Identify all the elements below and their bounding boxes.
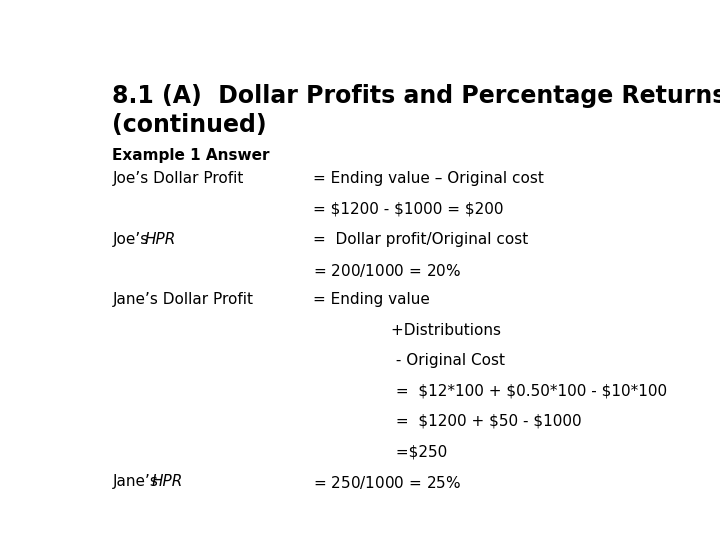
Text: = $1200 - $1000 = $200: = $1200 - $1000 = $200 — [313, 201, 504, 216]
Text: = $250/$1000 = 25%: = $250/$1000 = 25% — [313, 474, 462, 491]
Text: Jane’s Dollar Profit: Jane’s Dollar Profit — [112, 292, 253, 307]
Text: =  Dollar profit/Original cost: = Dollar profit/Original cost — [313, 232, 528, 247]
Text: 8.1 (A)  Dollar Profits and Percentage Returns: 8.1 (A) Dollar Profits and Percentage Re… — [112, 84, 720, 107]
Text: =$250: =$250 — [313, 444, 447, 459]
Text: HPR: HPR — [152, 474, 183, 489]
Text: Joe’s: Joe’s — [112, 232, 153, 247]
Text: =  $1200 + $50 - $1000: = $1200 + $50 - $1000 — [313, 414, 582, 429]
Text: (continued): (continued) — [112, 113, 267, 137]
Text: - Original Cost: - Original Cost — [313, 353, 505, 368]
Text: =  $12*100 + $0.50*100 - $10*100: = $12*100 + $0.50*100 - $10*100 — [313, 383, 667, 399]
Text: Jane’s: Jane’s — [112, 474, 163, 489]
Text: +Distributions: +Distributions — [313, 322, 501, 338]
Text: = $200/$1000 = 20%: = $200/$1000 = 20% — [313, 262, 462, 279]
Text: Example 1 Answer: Example 1 Answer — [112, 148, 270, 163]
Text: = Ending value – Original cost: = Ending value – Original cost — [313, 171, 544, 186]
Text: Joe’s Dollar Profit: Joe’s Dollar Profit — [112, 171, 243, 186]
Text: = Ending value: = Ending value — [313, 292, 430, 307]
Text: HPR: HPR — [144, 232, 176, 247]
